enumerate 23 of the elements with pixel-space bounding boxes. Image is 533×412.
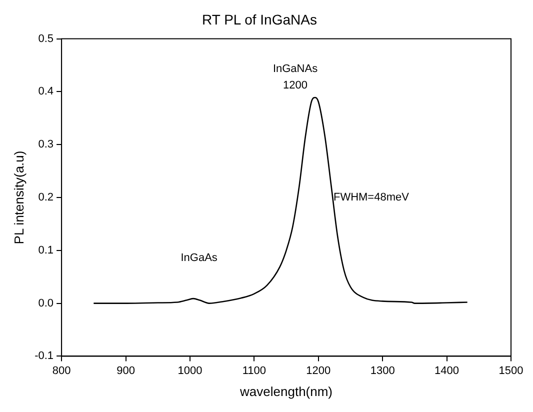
x-tick-label: 1000 (178, 364, 202, 377)
y-axis-title: PL intensity(a.u) (11, 150, 26, 244)
annotation: 1200 (283, 79, 308, 92)
annotation: InGaAs (180, 252, 218, 264)
x-tick-label: 1400 (434, 364, 460, 377)
y-tick-label: -0.1 (34, 350, 54, 362)
x-tick-label: 800 (52, 364, 71, 377)
annotation: InGaNAs (272, 62, 318, 75)
x-tick-label: 900 (116, 364, 135, 377)
y-tick-label: 0.3 (38, 138, 54, 151)
x-tick-label: 1300 (370, 364, 395, 377)
x-tick-label: 1200 (306, 364, 331, 377)
line-series (93, 96, 468, 304)
y-tick-label: 0.1 (38, 244, 54, 256)
y-tick-label: 0.4 (38, 86, 54, 98)
y-tick-label: 0.2 (38, 192, 54, 204)
y-tick-label: 0.5 (38, 32, 54, 45)
chart-title: RT PL of InGaNAs (202, 11, 317, 28)
x-tick-label: 1500 (498, 364, 524, 377)
annotation: FWHM=48meV (333, 192, 410, 204)
x-tick-label: 1100 (242, 364, 266, 377)
y-tick-label: 0.0 (38, 297, 54, 310)
x-axis-title: wavelength(nm) (239, 384, 333, 399)
